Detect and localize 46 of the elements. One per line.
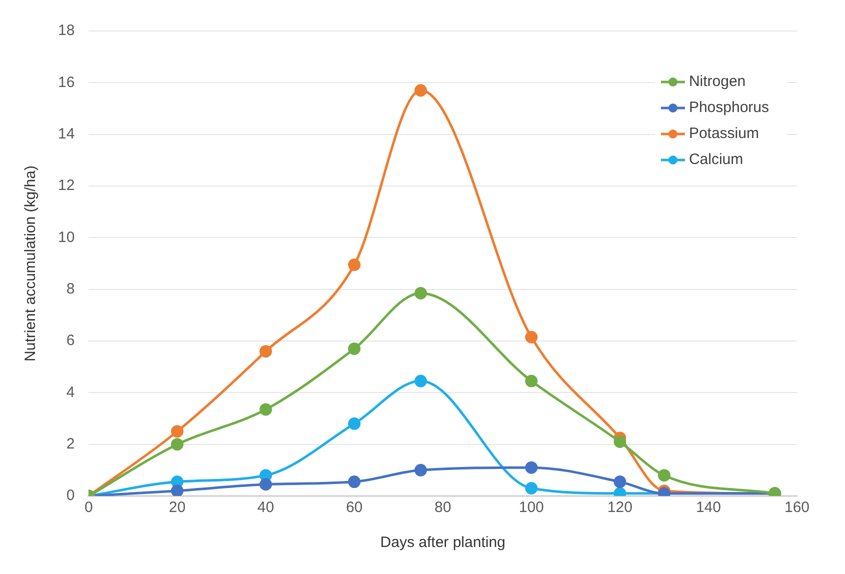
point bbox=[260, 345, 272, 358]
point bbox=[414, 286, 427, 300]
point bbox=[260, 478, 272, 491]
point bbox=[348, 476, 361, 488]
point bbox=[170, 484, 184, 496]
x-tick-label: 0 bbox=[84, 499, 93, 516]
x-tick-label: 20 bbox=[168, 499, 186, 516]
x-tick-label: 140 bbox=[696, 499, 721, 516]
x-tick-label: 120 bbox=[607, 499, 632, 516]
y-tick-label: 8 bbox=[66, 280, 75, 298]
point bbox=[525, 461, 538, 474]
y-tick-label: 16 bbox=[58, 74, 75, 91]
point bbox=[348, 417, 361, 430]
point bbox=[414, 374, 427, 388]
y-tick-label: 18 bbox=[58, 22, 75, 40]
legend-label: Nitrogen bbox=[688, 73, 746, 90]
legend-label: Calcium bbox=[688, 151, 744, 168]
x-tick-label: 160 bbox=[784, 499, 810, 516]
y-tick-label: 6 bbox=[66, 332, 75, 350]
point bbox=[614, 436, 626, 448]
x-tick-label: 80 bbox=[434, 499, 452, 516]
point bbox=[658, 469, 670, 482]
y-tick-label: 10 bbox=[58, 228, 75, 246]
legend-label: Phosphorus bbox=[688, 99, 770, 116]
point bbox=[525, 330, 538, 344]
point bbox=[525, 482, 538, 494]
x-tick-label: 40 bbox=[257, 499, 274, 516]
y-tick-label: 0 bbox=[66, 487, 75, 504]
point bbox=[170, 438, 184, 451]
point bbox=[414, 84, 427, 97]
y-tick-label: 4 bbox=[66, 384, 75, 401]
y-tick-label: 2 bbox=[66, 435, 75, 452]
y-tick-label: 12 bbox=[58, 177, 75, 194]
point bbox=[414, 464, 427, 476]
y-tick-label: 14 bbox=[58, 125, 75, 142]
point bbox=[348, 258, 361, 272]
point bbox=[170, 425, 184, 438]
x-axis-title: Days after planting bbox=[380, 534, 506, 552]
y-axis-title: Nutrient accumulation (kg/ha) bbox=[22, 166, 40, 362]
point bbox=[614, 476, 626, 488]
legend-label: Potassium bbox=[688, 125, 759, 142]
point bbox=[260, 403, 272, 416]
point bbox=[348, 342, 361, 355]
x-tick-label: 60 bbox=[346, 499, 363, 516]
point bbox=[525, 374, 538, 388]
x-tick-label: 100 bbox=[518, 499, 544, 516]
